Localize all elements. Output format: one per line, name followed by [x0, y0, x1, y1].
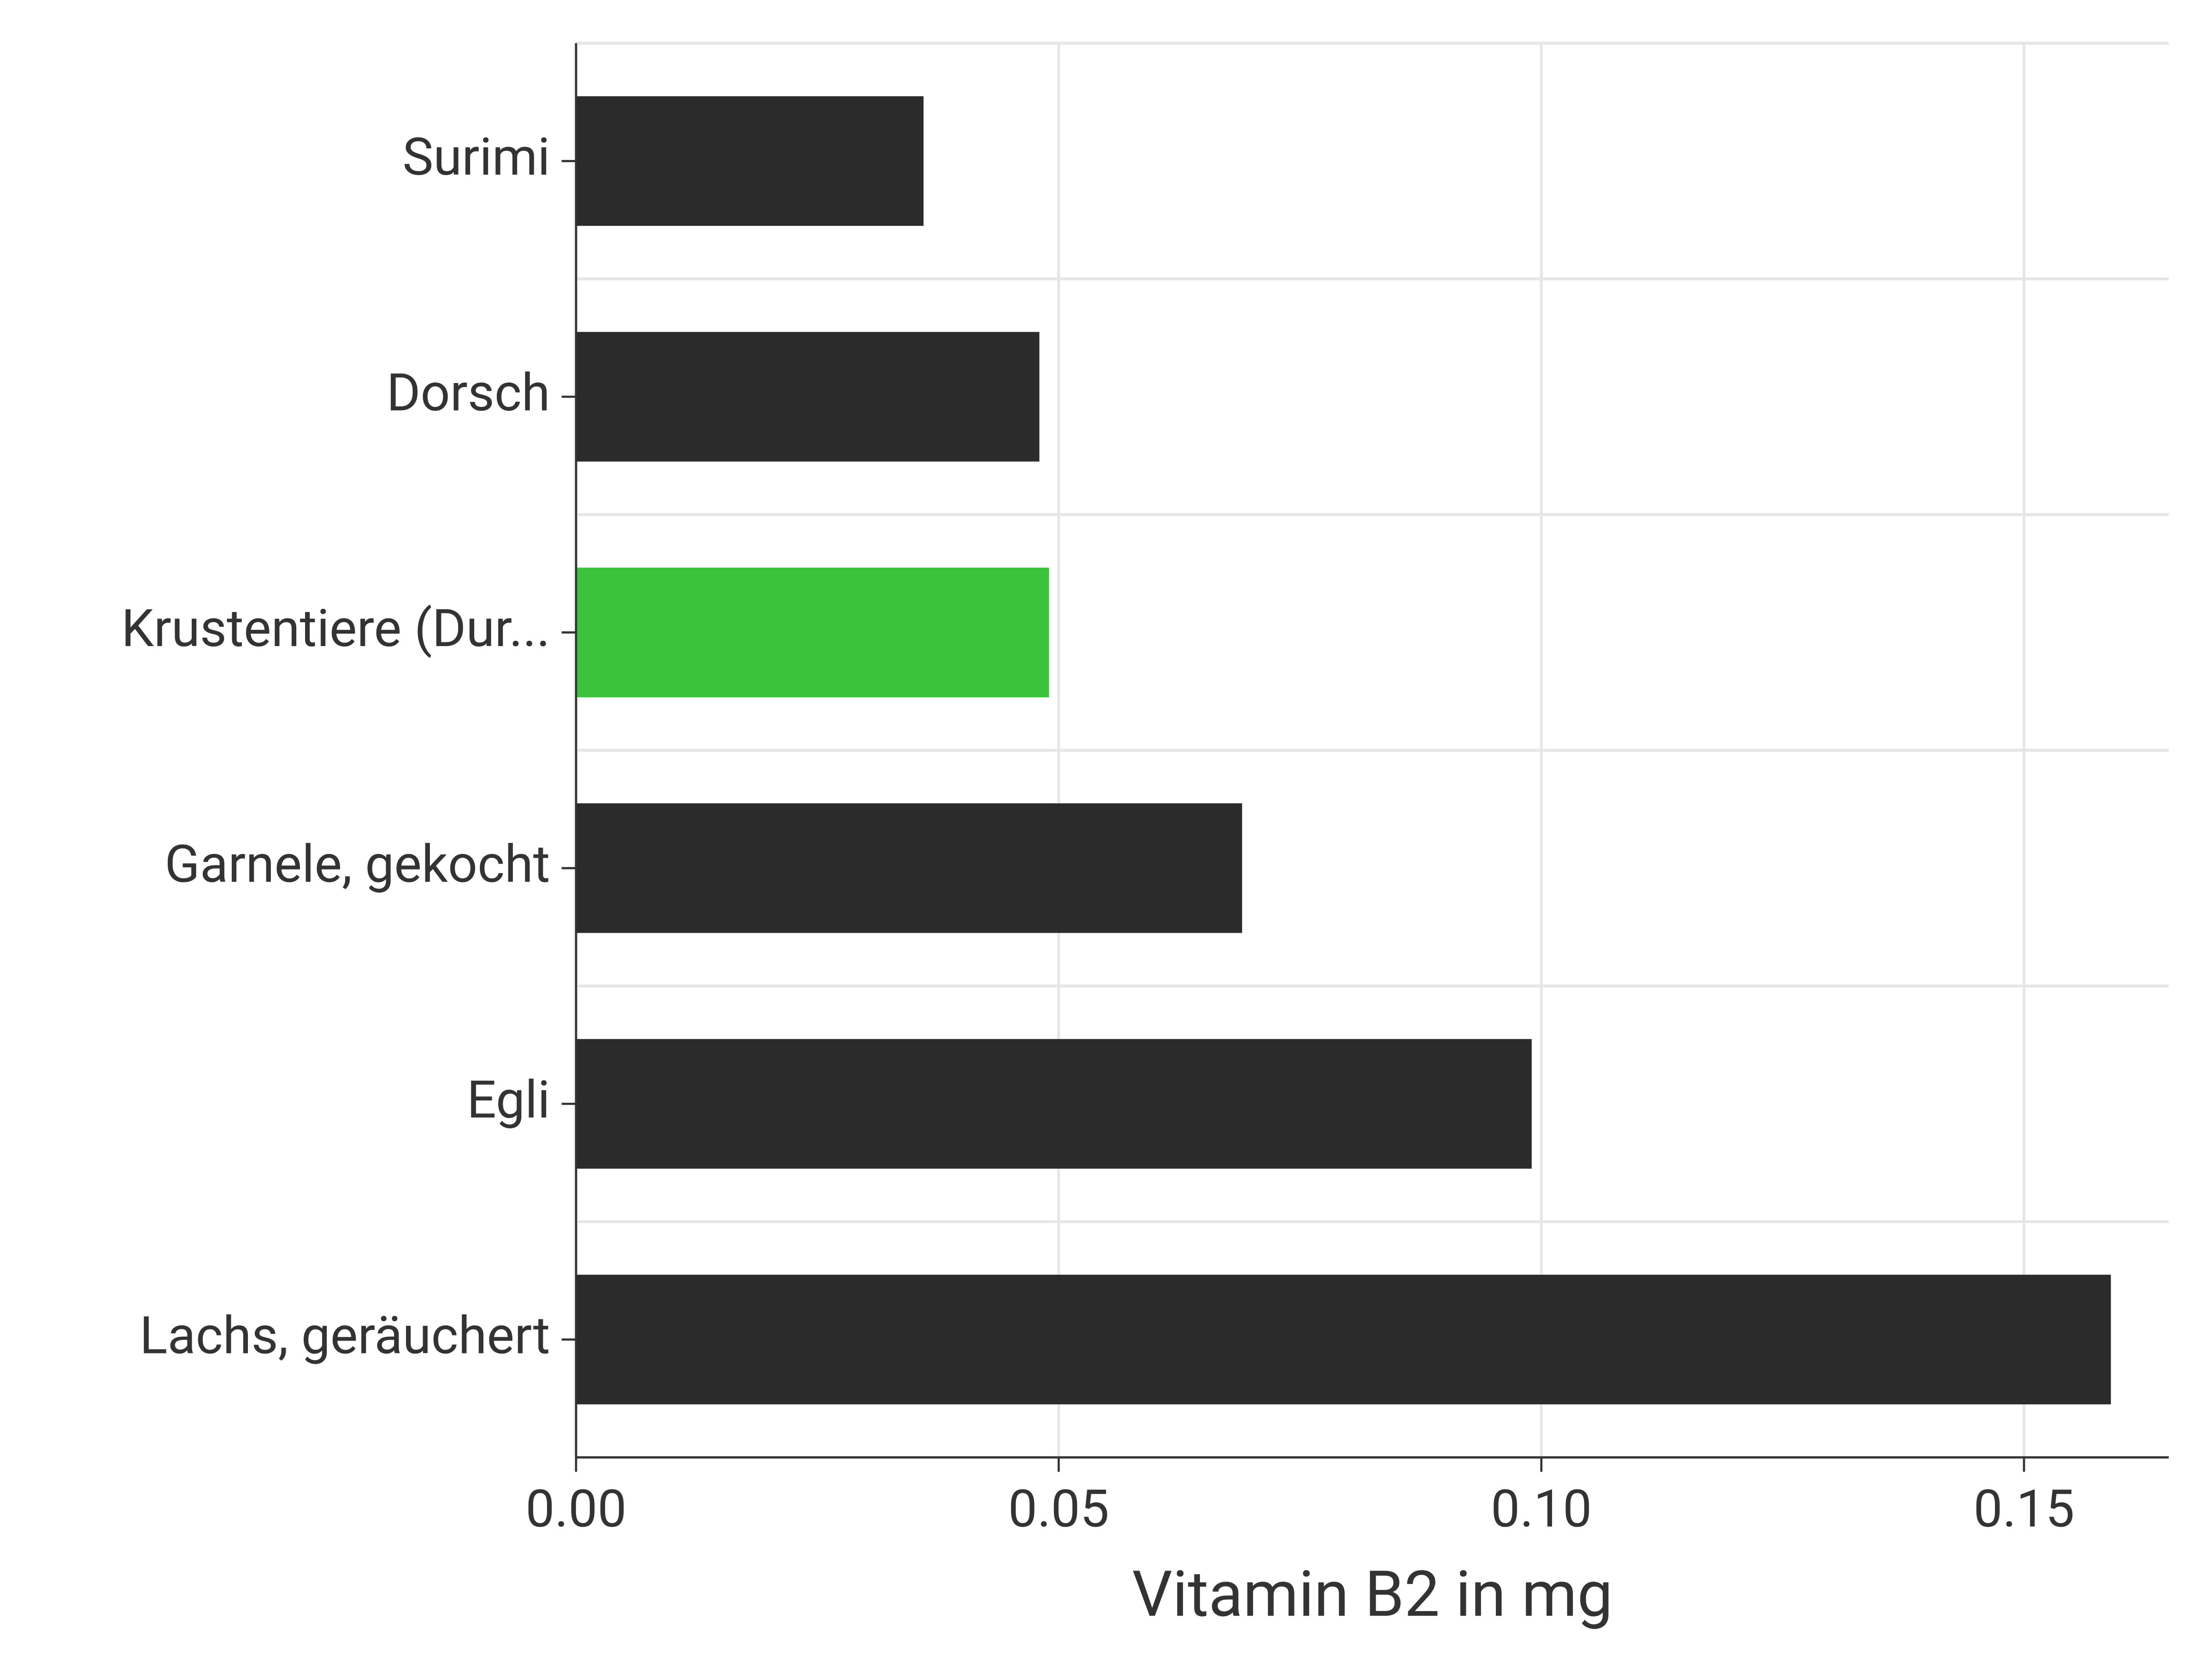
- bar: [576, 803, 1242, 933]
- barchart-svg: 0.00 0.05 0.10 0.15 Surimi Dorsch Krustentiere…: [0, 0, 2212, 1659]
- bar: [576, 96, 924, 226]
- x-tick-label: 0.00: [525, 1479, 626, 1539]
- x-tick-label: 0.15: [1973, 1479, 2074, 1539]
- y-category-label: Lachs, geräuchert: [140, 1306, 550, 1366]
- x-tick-label: 0.10: [1491, 1479, 1592, 1539]
- y-category-label: Egli: [467, 1070, 550, 1130]
- chart-container: 0.00 0.05 0.10 0.15 Surimi Dorsch Krustentiere…: [0, 0, 2212, 1659]
- y-category-label: Garnele, gekocht: [165, 835, 550, 895]
- bar: [576, 1039, 1532, 1169]
- y-category-label: Surimi: [402, 127, 550, 188]
- bar: [576, 332, 1039, 461]
- bar: [576, 1275, 2111, 1404]
- x-tick-label: 0.05: [1008, 1479, 1109, 1539]
- x-axis-title: Vitamin B2 in mg: [1132, 1557, 1613, 1631]
- y-category-label: Dorsch: [387, 363, 550, 424]
- y-category-label: Krustentiere (Dur...: [121, 599, 550, 659]
- bar: [576, 568, 1049, 697]
